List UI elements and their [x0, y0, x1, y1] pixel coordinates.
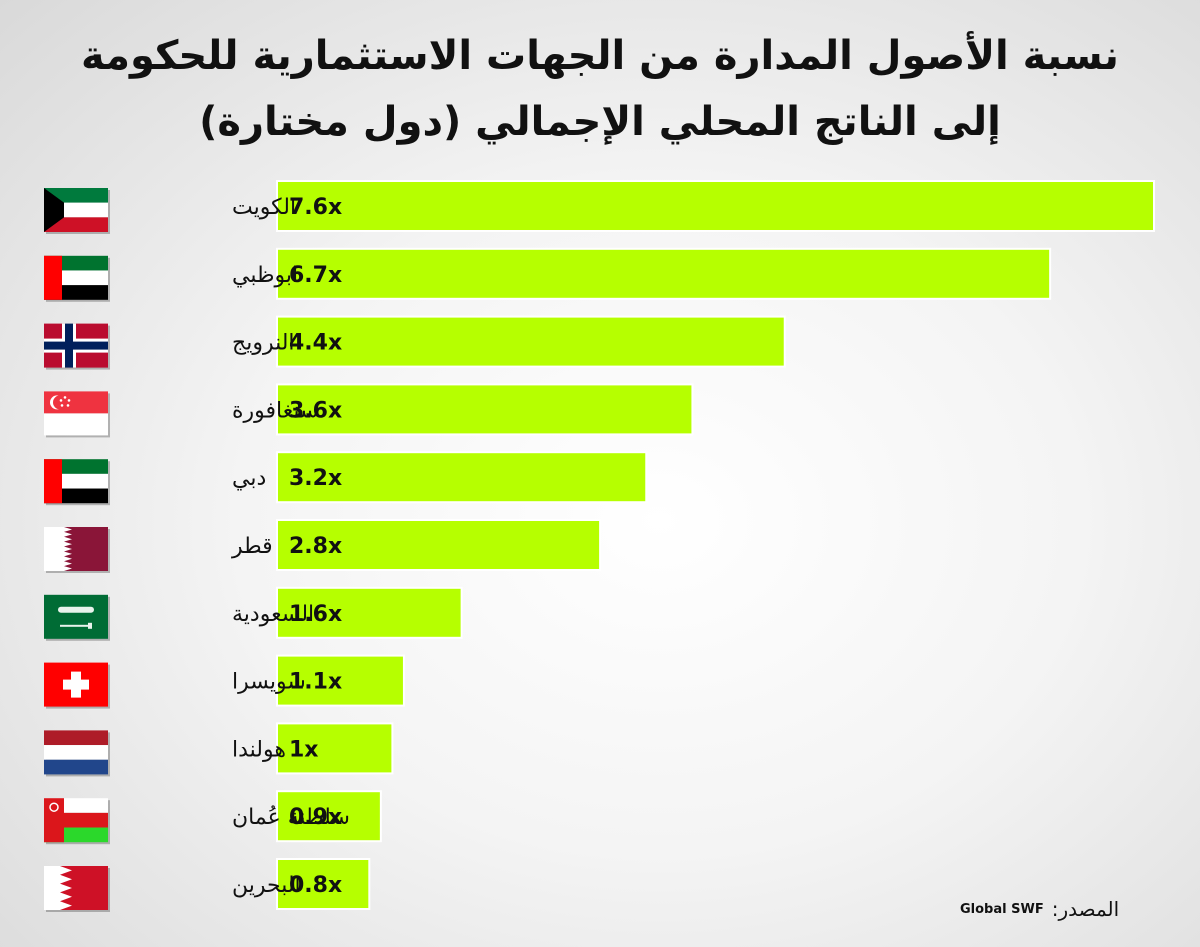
uae-flag-icon [44, 255, 110, 302]
category-label: سويسرا [232, 670, 306, 695]
category-label: دبي [232, 466, 266, 491]
qatar-flag-icon [44, 527, 110, 573]
bar [276, 451, 648, 504]
source-value: Global SWF [960, 901, 1044, 917]
category-label: النرويج [232, 331, 295, 356]
kuwait-flag-icon [44, 188, 110, 234]
bar [276, 586, 463, 639]
norway-flag-icon [44, 323, 110, 370]
source-note: Global SWF المصدر: [960, 896, 1160, 922]
category-label: سنغافورة [232, 398, 318, 423]
saudi-flag-icon [44, 594, 110, 641]
bar [276, 383, 694, 436]
bar [276, 519, 602, 571]
bar [276, 315, 786, 368]
data-label: 6.7x [289, 263, 342, 288]
bar [276, 858, 371, 910]
data-label: 1.1x [289, 670, 342, 695]
data-label: 7.6x [289, 195, 342, 220]
data-label: 0.9x [289, 805, 342, 830]
data-label: 4.4x [289, 331, 342, 356]
data-label: 3.2x [289, 466, 342, 491]
category-label: ابوظبي [232, 263, 298, 288]
category-label: سلطنة عُمان [232, 805, 350, 830]
data-label: 0.8x [289, 873, 342, 898]
category-label: البحرين [232, 873, 301, 898]
bar [276, 722, 394, 775]
bar [276, 247, 1052, 300]
source-label: المصدر: [1051, 897, 1120, 921]
bar [276, 654, 405, 707]
category-label: قطر [231, 534, 273, 559]
uae-flag-icon [44, 459, 110, 506]
netherlands-flag-icon [44, 730, 110, 777]
switzerland-flag-icon [44, 662, 110, 709]
oman-flag-icon [44, 798, 110, 845]
bar [276, 790, 382, 843]
data-label: 1x [289, 737, 319, 762]
chart-subtitle: إلى الناتج المحلي الإجمالي (دول مختارة) [199, 99, 1001, 145]
singapore-flag-icon [44, 391, 110, 438]
bahrain-flag-icon [44, 866, 110, 912]
chart-title: نسبة الأصول المدارة من الجهات الاستثماري… [81, 33, 1119, 79]
data-label: 2.8x [289, 534, 342, 559]
data-label: 3.6x [289, 398, 342, 423]
category-label: الكويت [232, 195, 296, 220]
category-label: هولندا [232, 737, 286, 762]
bar [276, 180, 1155, 232]
data-label: 1.6x [289, 602, 342, 627]
category-label: السعودية [232, 602, 314, 627]
